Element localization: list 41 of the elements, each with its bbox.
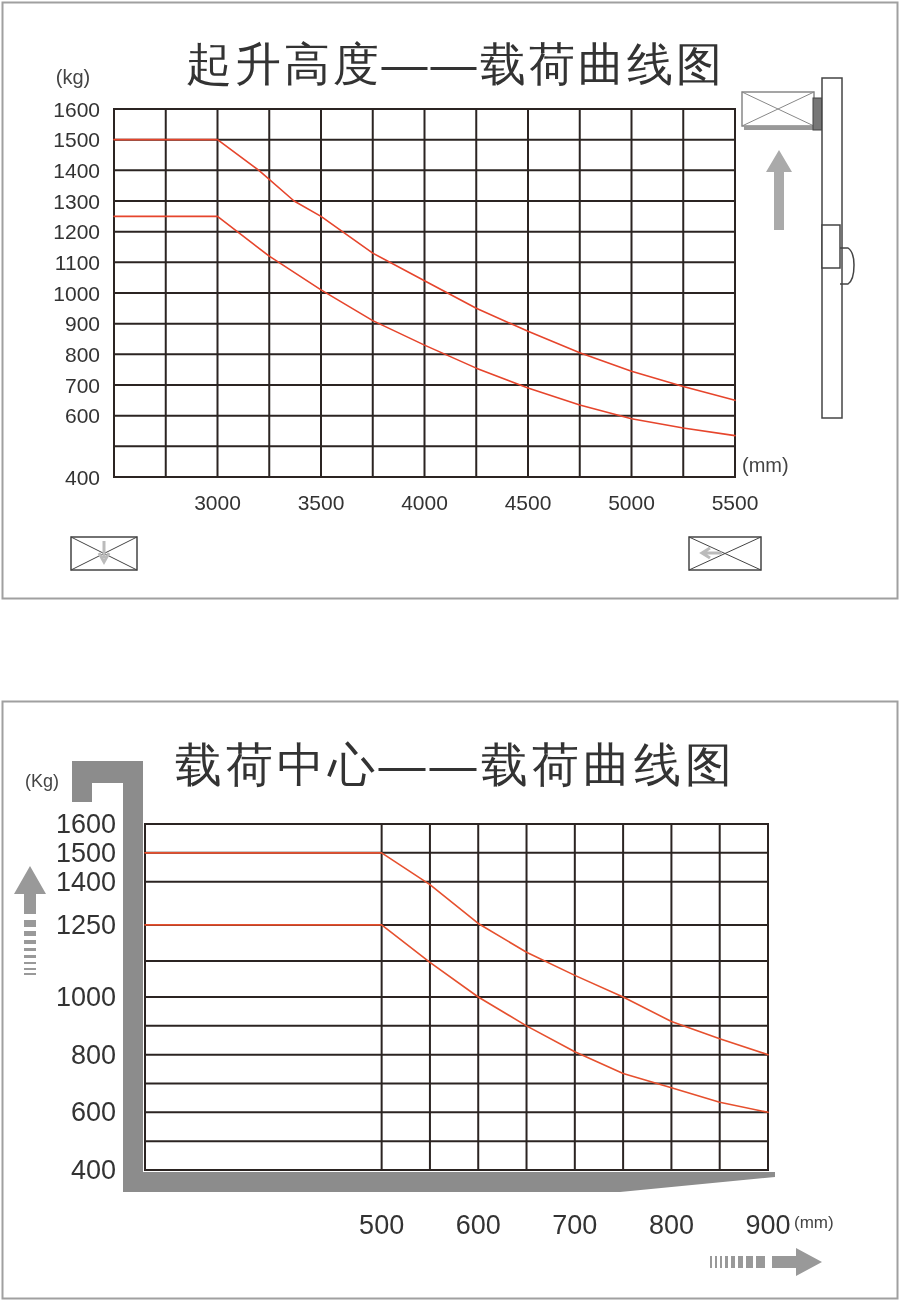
y-tick-label: 600 [70,1097,116,1128]
line-series [113,138,736,402]
y-tick-label: 600 [64,404,100,428]
y-tick-label: 1250 [55,909,116,940]
y-axis-title: (kg) [55,66,91,88]
x-tick-label: 3000 [194,490,241,514]
y-tick-label: 800 [64,342,100,366]
y-tick-label: 1200 [53,220,100,244]
y-tick-label: 1500 [53,128,100,152]
y-tick-label: 1000 [55,982,116,1012]
y-tick-label: 1000 [53,281,100,305]
line-series [144,924,769,1114]
x-tick-label: 500 [359,1210,405,1240]
y-tick-label: 400 [64,465,100,489]
line-series [113,215,736,437]
y-tick-label: 1400 [53,158,100,182]
y-tick-label: 400 [70,1155,116,1185]
y-tick-label: 1400 [55,866,116,897]
x-tick-label: 600 [455,1210,501,1240]
x-tick-label: 900 [745,1210,791,1240]
y-tick-label: 900 [64,312,100,336]
y-tick-label: 1500 [55,837,116,868]
x-tick-label: 5000 [608,490,655,514]
x-tick-label: 700 [552,1210,598,1240]
x-tick-label: 5500 [711,490,759,514]
chart-title: 载荷中心——载荷曲线图 [174,737,736,791]
y-tick-label: 1300 [53,189,100,213]
y-axis-title: (Kg) [24,771,60,791]
chart-title: 起升高度——载荷曲线图 [185,38,725,90]
x-axis-title: (mm) [742,454,789,476]
y-tick-label: 1600 [53,97,100,121]
y-tick-label: 800 [70,1039,116,1070]
y-tick-label: 700 [64,373,100,397]
y-tick-label: 1600 [55,809,116,839]
x-tick-label: 4000 [401,490,448,514]
x-axis-title: (mm) [794,1212,834,1232]
line-series [144,852,769,1056]
x-tick-label: 4500 [504,490,552,514]
y-tick-label: 1100 [54,250,100,274]
x-tick-label: 3500 [297,490,345,514]
x-tick-label: 800 [648,1210,694,1240]
